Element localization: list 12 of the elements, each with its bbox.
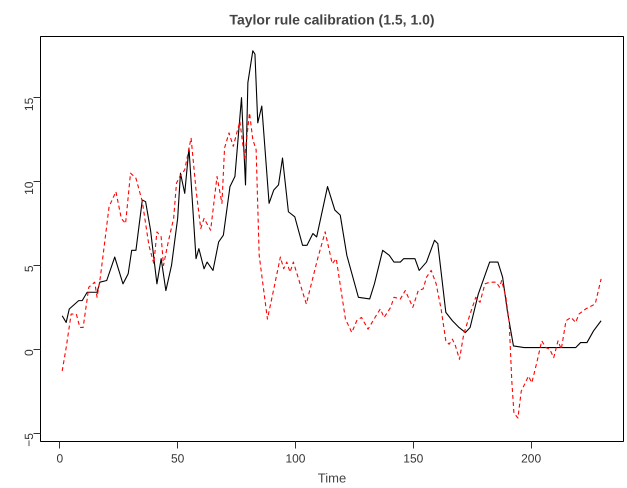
x-tick-label: 200 <box>521 452 542 466</box>
y-tick-label: 10 <box>22 181 36 195</box>
y-tick-label: 5 <box>22 265 36 272</box>
y-tick-label: 15 <box>22 97 36 112</box>
x-tick-label: 150 <box>403 452 424 466</box>
y-tick-label: −5 <box>22 432 36 447</box>
x-axis-title: Time <box>318 470 346 486</box>
y-tick-label: 0 <box>22 348 36 356</box>
x-tick-label: 50 <box>170 452 185 466</box>
x-tick-label: 0 <box>56 452 64 466</box>
chart-title: Taylor rule calibration (1.5, 1.0) <box>229 12 435 28</box>
x-tick-label: 100 <box>285 452 306 466</box>
